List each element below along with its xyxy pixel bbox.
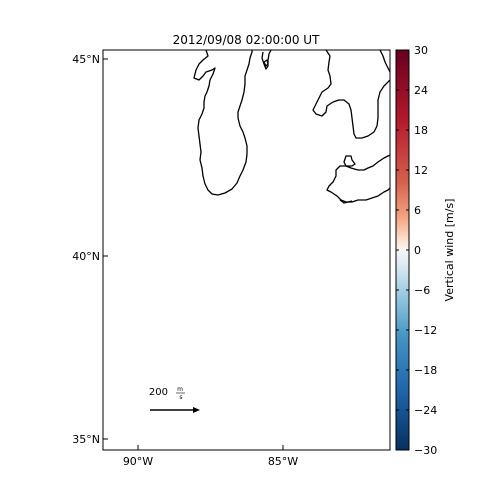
island-outline bbox=[261, 50, 272, 70]
lat-label-40: 40°N bbox=[72, 250, 100, 263]
lon-label-90w: 90°W bbox=[123, 455, 153, 468]
colorbar-tick-label: 0 bbox=[414, 244, 421, 257]
colorbar-tick-label: −18 bbox=[414, 364, 437, 377]
map-frame bbox=[102, 49, 391, 451]
lat-label-45: 45°N bbox=[72, 53, 100, 66]
colorbar-tick-label: −24 bbox=[414, 404, 437, 417]
lake-michigan-shoreline bbox=[193, 50, 253, 196]
lon-label-85w: 85°W bbox=[268, 455, 298, 468]
colorbar-tick-label: 18 bbox=[414, 124, 428, 137]
coastlines bbox=[193, 50, 390, 204]
scale-arrow: 200 m s bbox=[149, 386, 200, 413]
colorbar-ticks: 30 24 18 12 6 0 −6 −12 −18 −24 −30 bbox=[396, 44, 437, 457]
colorbar-tick-label: 30 bbox=[414, 44, 428, 57]
map-title: 2012/09/08 02:00:00 UT bbox=[173, 33, 320, 47]
scale-arrow-unit-den: s bbox=[179, 394, 182, 401]
colorbar: 30 24 18 12 6 0 −6 −12 −18 −24 −30 Vertical wind [… bbox=[395, 44, 456, 457]
colorbar-tick-label: −6 bbox=[414, 284, 430, 297]
thumb-shoreline bbox=[379, 50, 390, 73]
colorbar-tick-label: 24 bbox=[414, 84, 428, 97]
island-outline-2 bbox=[263, 59, 269, 67]
colorbar-tick-label: 6 bbox=[414, 204, 421, 217]
longitude-axis: 90°W 85°W bbox=[123, 445, 298, 468]
lake-erie-south-shore bbox=[339, 199, 353, 204]
colorbar-tick-label: −12 bbox=[414, 324, 437, 337]
scale-arrow-unit-num: m bbox=[177, 386, 183, 393]
lake-erie-shoreline bbox=[326, 154, 390, 203]
colorbar-tick-label: 12 bbox=[414, 164, 428, 177]
colorbar-label: Vertical wind [m/s] bbox=[443, 199, 456, 302]
michigan-east-shoreline bbox=[312, 50, 390, 139]
colorbar-tick-label: −30 bbox=[414, 444, 437, 457]
lat-label-35: 35°N bbox=[72, 433, 100, 446]
latitude-axis: 45°N 40°N 35°N bbox=[72, 53, 108, 446]
scale-arrow-value: 200 bbox=[149, 387, 168, 398]
scale-arrow-head bbox=[193, 407, 200, 413]
